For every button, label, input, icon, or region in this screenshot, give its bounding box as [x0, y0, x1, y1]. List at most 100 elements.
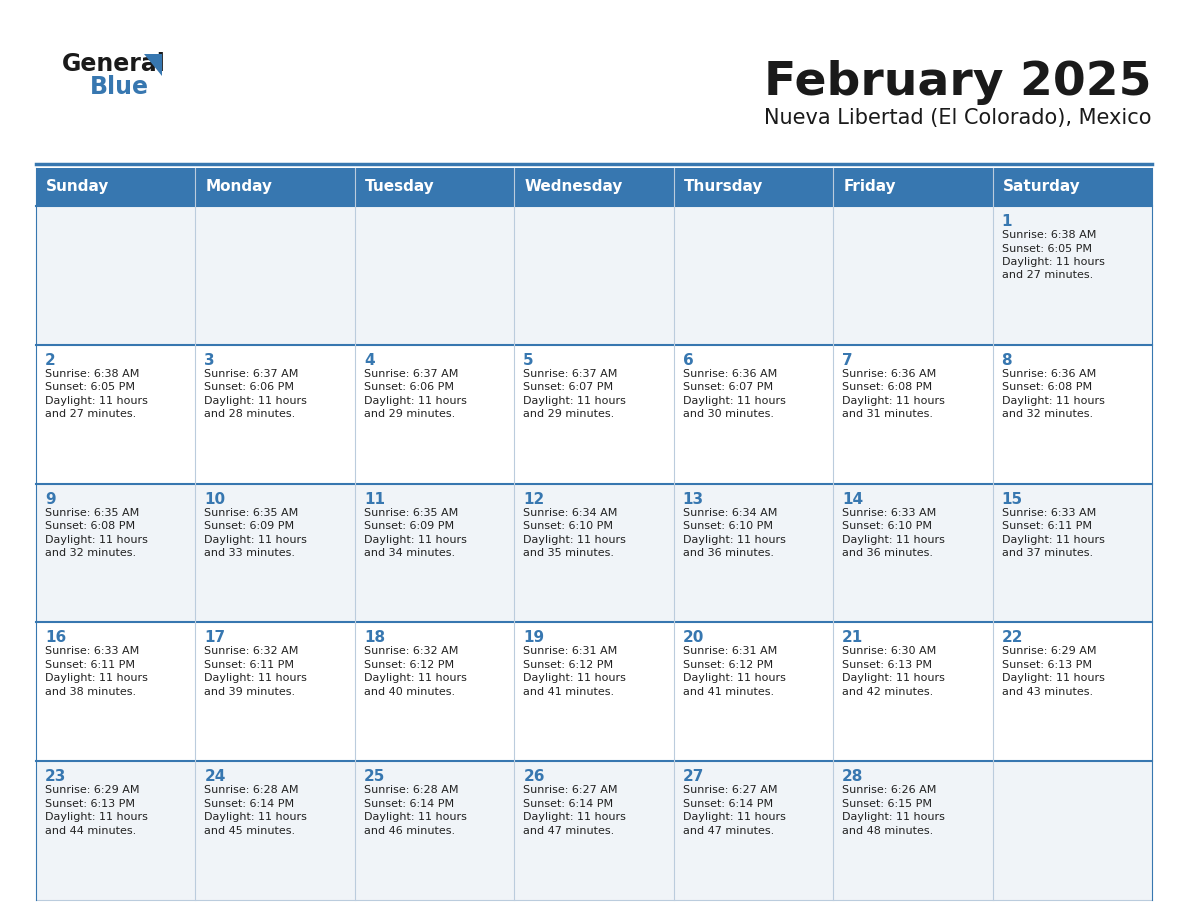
Text: and 46 minutes.: and 46 minutes. [364, 825, 455, 835]
Text: Sunset: 6:11 PM: Sunset: 6:11 PM [204, 660, 295, 670]
Text: Sunset: 6:11 PM: Sunset: 6:11 PM [1001, 521, 1092, 532]
Text: 28: 28 [842, 769, 864, 784]
Text: 13: 13 [683, 492, 703, 507]
Text: and 39 minutes.: and 39 minutes. [204, 687, 296, 697]
Bar [36, 168, 1152, 206]
Text: February 2025: February 2025 [765, 60, 1152, 105]
Text: Sunset: 6:12 PM: Sunset: 6:12 PM [523, 660, 613, 670]
Text: Daylight: 11 hours: Daylight: 11 hours [523, 812, 626, 823]
Text: Daylight: 11 hours: Daylight: 11 hours [842, 534, 944, 544]
Text: Daylight: 11 hours: Daylight: 11 hours [204, 674, 308, 683]
Text: and 44 minutes.: and 44 minutes. [45, 825, 137, 835]
Text: and 29 minutes.: and 29 minutes. [364, 409, 455, 420]
Text: Daylight: 11 hours: Daylight: 11 hours [523, 674, 626, 683]
Text: Sunrise: 6:28 AM: Sunrise: 6:28 AM [364, 785, 459, 795]
Text: and 41 minutes.: and 41 minutes. [683, 687, 773, 697]
Text: 6: 6 [683, 353, 694, 368]
Text: Sunrise: 6:34 AM: Sunrise: 6:34 AM [523, 508, 618, 518]
Text: and 42 minutes.: and 42 minutes. [842, 687, 934, 697]
Text: Sunrise: 6:30 AM: Sunrise: 6:30 AM [842, 646, 936, 656]
Text: Daylight: 11 hours: Daylight: 11 hours [364, 396, 467, 406]
Text: 25: 25 [364, 769, 385, 784]
Text: Sunrise: 6:31 AM: Sunrise: 6:31 AM [523, 646, 618, 656]
Text: Daylight: 11 hours: Daylight: 11 hours [364, 812, 467, 823]
Text: Sunrise: 6:35 AM: Sunrise: 6:35 AM [364, 508, 459, 518]
Text: Sunrise: 6:33 AM: Sunrise: 6:33 AM [842, 508, 936, 518]
Text: 12: 12 [523, 492, 544, 507]
Bar [36, 345, 1152, 484]
Text: Sunset: 6:10 PM: Sunset: 6:10 PM [683, 521, 772, 532]
Text: Sunset: 6:11 PM: Sunset: 6:11 PM [45, 660, 135, 670]
Text: 7: 7 [842, 353, 853, 368]
Text: and 31 minutes.: and 31 minutes. [842, 409, 933, 420]
Text: 23: 23 [45, 769, 67, 784]
Text: Sunrise: 6:36 AM: Sunrise: 6:36 AM [842, 369, 936, 379]
Text: Sunrise: 6:27 AM: Sunrise: 6:27 AM [683, 785, 777, 795]
Text: Sunrise: 6:27 AM: Sunrise: 6:27 AM [523, 785, 618, 795]
Text: Sunrise: 6:31 AM: Sunrise: 6:31 AM [683, 646, 777, 656]
Text: Daylight: 11 hours: Daylight: 11 hours [683, 534, 785, 544]
Text: 14: 14 [842, 492, 864, 507]
Text: Sunrise: 6:36 AM: Sunrise: 6:36 AM [683, 369, 777, 379]
Text: 22: 22 [1001, 631, 1023, 645]
Text: 18: 18 [364, 631, 385, 645]
Text: Daylight: 11 hours: Daylight: 11 hours [45, 812, 147, 823]
Text: Sunrise: 6:26 AM: Sunrise: 6:26 AM [842, 785, 936, 795]
Text: Sunrise: 6:29 AM: Sunrise: 6:29 AM [1001, 646, 1097, 656]
Text: and 32 minutes.: and 32 minutes. [45, 548, 137, 558]
Text: 21: 21 [842, 631, 864, 645]
Text: Sunset: 6:14 PM: Sunset: 6:14 PM [364, 799, 454, 809]
Bar [36, 622, 1152, 761]
Text: Sunrise: 6:37 AM: Sunrise: 6:37 AM [523, 369, 618, 379]
Bar [36, 761, 1152, 900]
Text: Sunset: 6:08 PM: Sunset: 6:08 PM [45, 521, 135, 532]
Bar [36, 206, 1152, 345]
Text: and 27 minutes.: and 27 minutes. [45, 409, 137, 420]
Text: Daylight: 11 hours: Daylight: 11 hours [1001, 396, 1105, 406]
Bar [36, 484, 1152, 622]
Text: Sunset: 6:12 PM: Sunset: 6:12 PM [683, 660, 773, 670]
Text: Sunset: 6:12 PM: Sunset: 6:12 PM [364, 660, 454, 670]
Text: Sunrise: 6:34 AM: Sunrise: 6:34 AM [683, 508, 777, 518]
Text: Sunrise: 6:33 AM: Sunrise: 6:33 AM [1001, 508, 1095, 518]
Text: 11: 11 [364, 492, 385, 507]
Text: Daylight: 11 hours: Daylight: 11 hours [45, 534, 147, 544]
Text: 20: 20 [683, 631, 704, 645]
Text: Sunset: 6:13 PM: Sunset: 6:13 PM [842, 660, 933, 670]
Text: Daylight: 11 hours: Daylight: 11 hours [842, 674, 944, 683]
Text: Sunrise: 6:32 AM: Sunrise: 6:32 AM [204, 646, 299, 656]
Text: Sunset: 6:10 PM: Sunset: 6:10 PM [523, 521, 613, 532]
Text: Sunset: 6:13 PM: Sunset: 6:13 PM [1001, 660, 1092, 670]
Text: Sunset: 6:14 PM: Sunset: 6:14 PM [204, 799, 295, 809]
Text: Sunrise: 6:28 AM: Sunrise: 6:28 AM [204, 785, 299, 795]
Text: Sunrise: 6:38 AM: Sunrise: 6:38 AM [45, 369, 139, 379]
Text: and 43 minutes.: and 43 minutes. [1001, 687, 1093, 697]
Text: Sunset: 6:10 PM: Sunset: 6:10 PM [842, 521, 933, 532]
Text: Sunrise: 6:32 AM: Sunrise: 6:32 AM [364, 646, 459, 656]
Text: Daylight: 11 hours: Daylight: 11 hours [364, 534, 467, 544]
Text: Friday: Friday [843, 180, 896, 195]
Text: and 32 minutes.: and 32 minutes. [1001, 409, 1093, 420]
Text: 8: 8 [1001, 353, 1012, 368]
Text: 2: 2 [45, 353, 56, 368]
Text: Sunset: 6:09 PM: Sunset: 6:09 PM [204, 521, 295, 532]
Text: Sunrise: 6:29 AM: Sunrise: 6:29 AM [45, 785, 139, 795]
Text: Nueva Libertad (El Colorado), Mexico: Nueva Libertad (El Colorado), Mexico [765, 108, 1152, 128]
Text: Blue: Blue [90, 75, 148, 99]
Text: Thursday: Thursday [684, 180, 763, 195]
Text: Daylight: 11 hours: Daylight: 11 hours [1001, 674, 1105, 683]
Text: and 47 minutes.: and 47 minutes. [523, 825, 614, 835]
Text: and 37 minutes.: and 37 minutes. [1001, 548, 1093, 558]
Text: Sunset: 6:08 PM: Sunset: 6:08 PM [1001, 382, 1092, 392]
Text: Sunset: 6:07 PM: Sunset: 6:07 PM [683, 382, 773, 392]
Text: and 48 minutes.: and 48 minutes. [842, 825, 934, 835]
Text: Sunrise: 6:38 AM: Sunrise: 6:38 AM [1001, 230, 1097, 240]
Text: Sunrise: 6:33 AM: Sunrise: 6:33 AM [45, 646, 139, 656]
Text: Daylight: 11 hours: Daylight: 11 hours [523, 396, 626, 406]
Text: and 27 minutes.: and 27 minutes. [1001, 271, 1093, 281]
Text: 26: 26 [523, 769, 545, 784]
Text: Daylight: 11 hours: Daylight: 11 hours [842, 812, 944, 823]
Text: Sunrise: 6:35 AM: Sunrise: 6:35 AM [204, 508, 298, 518]
Text: 5: 5 [523, 353, 533, 368]
Text: Daylight: 11 hours: Daylight: 11 hours [45, 674, 147, 683]
